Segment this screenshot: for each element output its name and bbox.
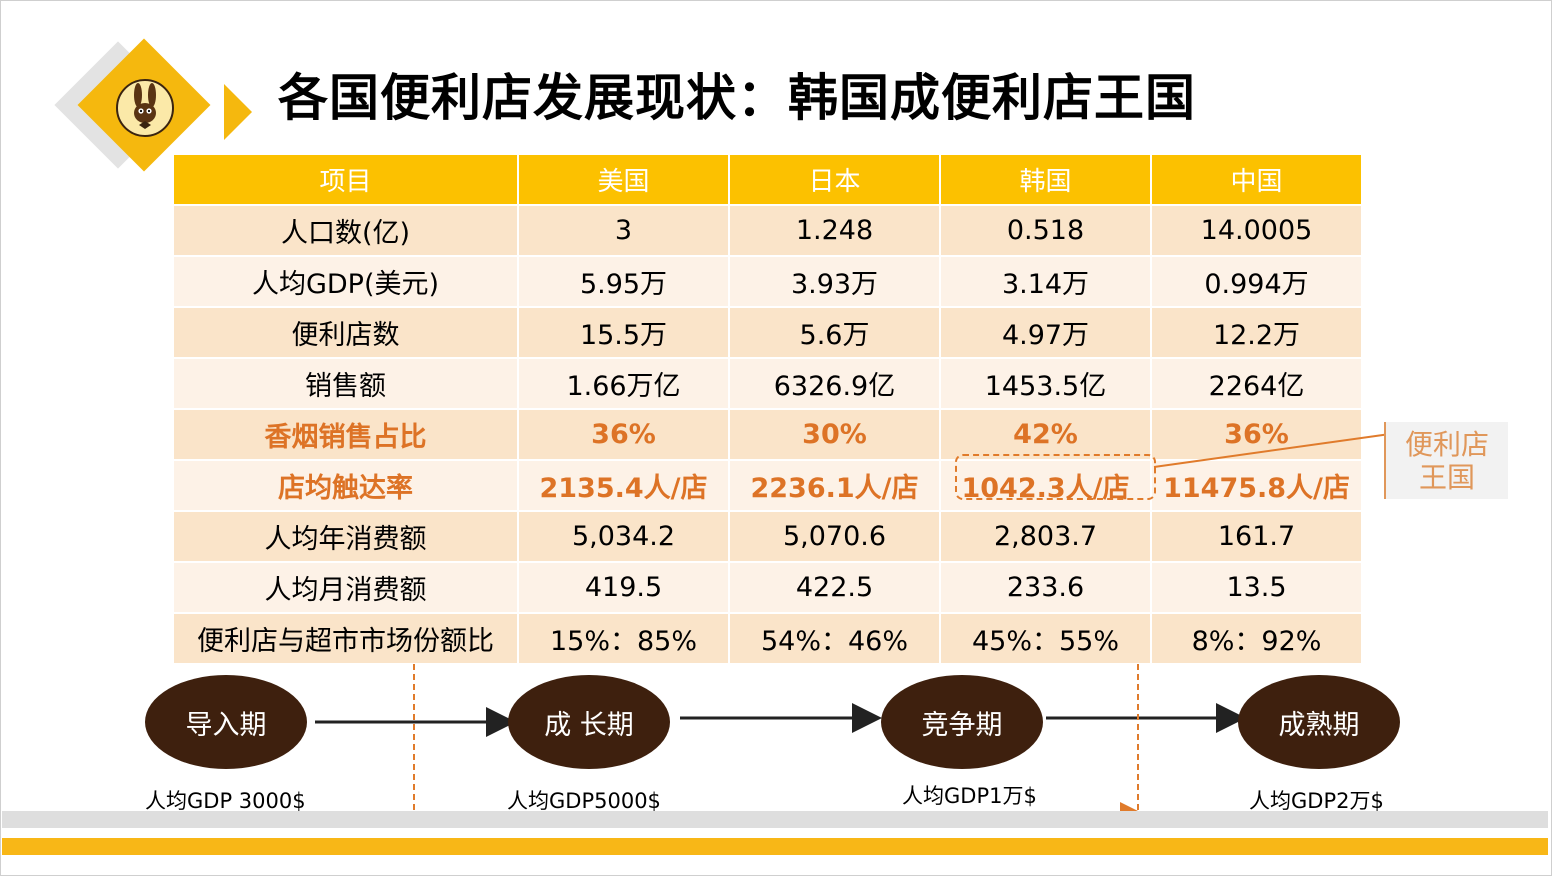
stage-competition: 竞争期 (881, 675, 1043, 769)
table-cell: 30% (728, 408, 941, 461)
table-row: 便利店与超市市场份额比 15%：85% 54%：46% 45%：55% 8%：9… (172, 612, 1363, 665)
comparison-table: 项目 美国 日本 韩国 中国 人口数(亿) 3 1.248 0.518 14.0… (172, 153, 1363, 665)
table-row-highlight: 店均触达率 2135.4人/店 2236.1人/店 1042.3人/店 1147… (172, 459, 1363, 512)
callout-line-2: 王国 (1418, 461, 1475, 494)
table-cell: 1453.5亿 (939, 357, 1152, 410)
row-label: 店均触达率 (172, 459, 519, 512)
stage-growth: 成 长期 (508, 675, 670, 769)
table-cell: 233.6 (939, 561, 1152, 614)
table-cell: 3 (517, 204, 730, 257)
stage-gdp-label: 人均GDP5000$ (507, 789, 661, 813)
table-cell: 8%：92% (1150, 612, 1363, 665)
table-cell: 14.0005 (1150, 204, 1363, 257)
table-cell: 5.95万 (517, 255, 730, 308)
table-cell: 42% (939, 408, 1152, 461)
table-cell: 12.2万 (1150, 306, 1363, 359)
table-cell: 1042.3人/店 (939, 459, 1152, 512)
row-label: 人均GDP(美元) (172, 255, 519, 308)
table-cell: 13.5 (1150, 561, 1363, 614)
table-cell: 15.5万 (517, 306, 730, 359)
header-cell: 项目 (172, 153, 519, 206)
row-label: 便利店数 (172, 306, 519, 359)
table-cell: 54%：46% (728, 612, 941, 665)
table-cell: 422.5 (728, 561, 941, 614)
row-label: 人口数(亿) (172, 204, 519, 257)
row-label: 人均月消费额 (172, 561, 519, 614)
title-arrow-icon (224, 84, 252, 140)
table-header-row: 项目 美国 日本 韩国 中国 (172, 153, 1363, 206)
table-cell: 5.6万 (728, 306, 941, 359)
row-label: 人均年消费额 (172, 510, 519, 563)
table-cell: 0.994万 (1150, 255, 1363, 308)
table-row: 人均GDP(美元) 5.95万 3.93万 3.14万 0.994万 (172, 255, 1363, 308)
table-row-highlight: 香烟销售占比 36% 30% 42% 36% (172, 408, 1363, 461)
table-cell: 6326.9亿 (728, 357, 941, 410)
table-cell: 161.7 (1150, 510, 1363, 563)
table-cell: 5,070.6 (728, 510, 941, 563)
korea-highlight-box (955, 454, 1156, 500)
footer-band-yellow (2, 838, 1548, 855)
footer-band-gray (2, 811, 1548, 828)
table-cell: 45%：55% (939, 612, 1152, 665)
stage-mature: 成熟期 (1238, 675, 1400, 769)
row-label: 香烟销售占比 (172, 408, 519, 461)
callout-label: 便利店 王国 (1384, 422, 1508, 499)
table-row: 销售额 1.66万亿 6326.9亿 1453.5亿 2264亿 (172, 357, 1363, 410)
table-cell: 36% (517, 408, 730, 461)
table-cell: 4.97万 (939, 306, 1152, 359)
callout-line-1: 便利店 (1404, 428, 1489, 461)
stage-gdp-label: 人均GDP2万$ (1249, 789, 1384, 813)
table-cell: 11475.8人/店 (1150, 459, 1363, 512)
header-cell: 韩国 (939, 153, 1152, 206)
stage-intro: 导入期 (145, 675, 307, 769)
table-row: 人均年消费额 5,034.2 5,070.6 2,803.7 161.7 (172, 510, 1363, 563)
table-row: 便利店数 15.5万 5.6万 4.97万 12.2万 (172, 306, 1363, 359)
callout-connector (1153, 433, 1391, 468)
table-cell: 3.14万 (939, 255, 1152, 308)
table-cell: 15%：85% (517, 612, 730, 665)
header-cell: 中国 (1150, 153, 1363, 206)
table-row: 人口数(亿) 3 1.248 0.518 14.0005 (172, 204, 1363, 257)
stage-gdp-label: 人均GDP 3000$ (145, 789, 306, 813)
row-label: 便利店与超市市场份额比 (172, 612, 519, 665)
table-cell: 5,034.2 (517, 510, 730, 563)
table-cell: 419.5 (517, 561, 730, 614)
table-cell: 2264亿 (1150, 357, 1363, 410)
table-cell: 1.248 (728, 204, 941, 257)
header-cell: 日本 (728, 153, 941, 206)
table-cell: 2135.4人/店 (517, 459, 730, 512)
header-cell: 美国 (517, 153, 730, 206)
table-row: 人均月消费额 419.5 422.5 233.6 13.5 (172, 561, 1363, 614)
stage-gdp-label: 人均GDP1万$ (902, 784, 1037, 808)
table-cell: 0.518 (939, 204, 1152, 257)
rabbit-logo-icon (116, 79, 174, 137)
row-label: 销售额 (172, 357, 519, 410)
table-cell: 1.66万亿 (517, 357, 730, 410)
table-cell: 2,803.7 (939, 510, 1152, 563)
table-cell: 3.93万 (728, 255, 941, 308)
page-title: 各国便利店发展现状：韩国成便利店王国 (278, 69, 1196, 127)
table-cell: 2236.1人/店 (728, 459, 941, 512)
